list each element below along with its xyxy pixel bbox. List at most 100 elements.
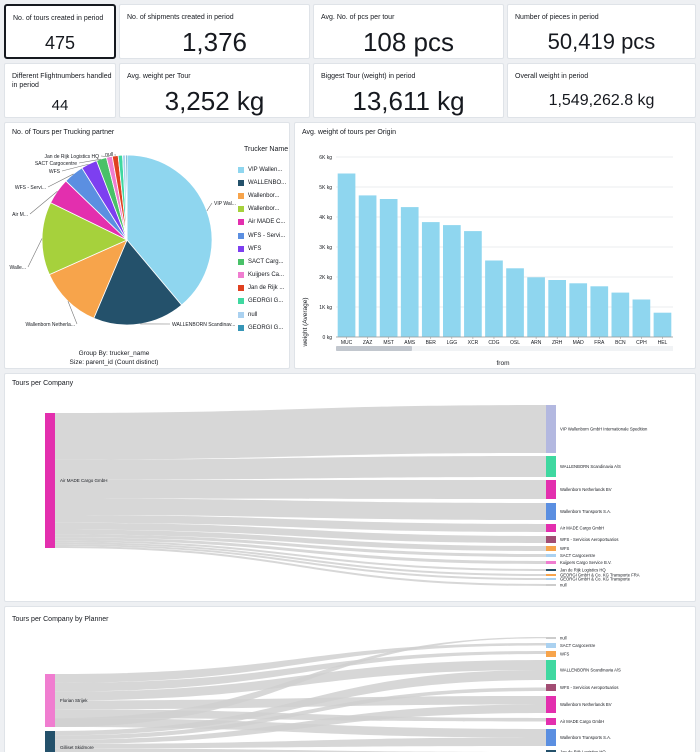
sankey-link[interactable] [55, 687, 546, 740]
bar-scrollbar-thumb[interactable] [336, 346, 412, 351]
sankey-link[interactable] [55, 456, 546, 481]
pie-panel[interactable]: No. of Tours per Trucking partner VIP Wa… [4, 122, 290, 369]
kpi-tours-card[interactable]: No. of tours created in period 475 [4, 4, 116, 59]
sankey-target-node[interactable] [546, 561, 556, 564]
kpi-avg-pcs-card[interactable]: Avg. No. of pcs per tour 108 pcs [313, 4, 504, 59]
sankey-target-node[interactable] [546, 456, 556, 477]
pie-chart[interactable]: VIP Wal... WALLENBORN Scandinav... Wallenb… [5, 123, 291, 370]
bar-scrollbar-track[interactable] [336, 346, 673, 351]
sankey-link[interactable] [55, 514, 546, 532]
sankey-company-panel[interactable]: Tours per Company Air MADE Cargo GmbH VIP… [4, 373, 696, 602]
bar-chart[interactable]: 0 kg 1K kg 2K kg 3K kg 4K kg 5K kg 6K kg MUC ZAZ… [295, 123, 697, 370]
pie-legend-item[interactable]: WALLENBO... [238, 176, 290, 189]
pie-legend-item[interactable]: GEORGI G... [238, 295, 290, 308]
sankey-link[interactable] [55, 546, 546, 586]
sankey-target-node[interactable] [546, 578, 556, 580]
sankey-link[interactable] [55, 737, 546, 749]
bar-y-tick-label: 5K kg [319, 185, 332, 191]
kpi-avg-weight-card[interactable]: Avg. weight per Tour 3,252 kg [119, 63, 310, 118]
kpi-biggest-tour-card[interactable]: Biggest Tour (weight) in period 13,611 k… [313, 63, 504, 118]
kpi-pieces-card[interactable]: Number of pieces in period 50,419 pcs [507, 4, 696, 59]
sankey-source-node[interactable] [45, 674, 55, 727]
sankey-target-node[interactable] [546, 660, 556, 680]
sankey-link[interactable] [55, 748, 546, 752]
bar-mark[interactable] [527, 277, 545, 337]
sankey-link[interactable] [55, 529, 546, 551]
bar-mark[interactable] [442, 225, 461, 337]
sankey-link[interactable] [55, 544, 546, 580]
sankey-link[interactable] [55, 534, 546, 557]
bar-mark[interactable] [379, 199, 398, 337]
sankey-link[interactable] [55, 643, 546, 683]
pie-legend-item[interactable]: Kuijpers Ca... [238, 269, 290, 282]
sankey-target-node[interactable] [546, 718, 556, 725]
pie-legend-item[interactable]: Wallenbor... [238, 203, 290, 216]
sankey-target-node[interactable] [546, 554, 556, 557]
bar-mark[interactable] [464, 231, 482, 337]
bar-mark[interactable] [421, 222, 440, 337]
sankey-target-node[interactable] [546, 524, 556, 532]
kpi-shipments-card[interactable]: No. of shipments created in period 1,376 [119, 4, 310, 59]
kpi-overall-weight-card[interactable]: Overall weight in period 1,549,262.8 kg [507, 63, 696, 118]
sankey-planner-chart[interactable]: Florian Strijek Gilliset Skidmore null SACT… [5, 607, 697, 752]
sankey-target-node[interactable] [546, 696, 556, 713]
pie-legend-item[interactable]: Air MADE C... [238, 216, 290, 229]
sankey-target-node[interactable] [546, 405, 556, 453]
pie-slice[interactable] [93, 239, 183, 326]
sankey-target-node[interactable] [546, 480, 556, 499]
sankey-source-node[interactable] [45, 731, 55, 752]
bar-mark[interactable] [632, 299, 651, 338]
bar-mark[interactable] [400, 207, 419, 337]
bar-mark[interactable] [337, 173, 356, 338]
bar-mark[interactable] [506, 268, 524, 337]
sankey-planner-panel[interactable]: Tours per Company by Planner Florian Str… [4, 606, 696, 752]
sankey-target-node[interactable] [546, 729, 556, 746]
pie-slice[interactable] [125, 154, 128, 241]
bar-mark[interactable] [358, 195, 377, 337]
sankey-target-node[interactable] [546, 503, 556, 520]
pie-legend-item[interactable]: WFS [238, 242, 290, 255]
sankey-link[interactable] [55, 522, 546, 543]
sankey-target-node[interactable] [546, 584, 556, 586]
sankey-source-label: Gilliset Skidmore [60, 745, 94, 750]
sankey-link[interactable] [55, 498, 546, 520]
pie-slice[interactable] [48, 239, 128, 319]
bar-mark[interactable] [548, 280, 567, 337]
bar-mark[interactable] [611, 292, 630, 337]
sankey-link[interactable] [55, 704, 546, 745]
sankey-target-node[interactable] [546, 574, 556, 576]
sankey-target-node[interactable] [546, 546, 556, 551]
bar-x-tick-label: XCR [468, 340, 479, 346]
bar-panel[interactable]: Avg. weight of tours per Origin 0 kg 1K k… [294, 122, 696, 369]
sankey-link[interactable] [55, 670, 546, 736]
sankey-source-node[interactable] [45, 413, 55, 548]
sankey-company-chart[interactable]: Air MADE Cargo GmbH VIP Wallenborn GmbH I… [5, 374, 697, 603]
pie-legend-item[interactable]: null [238, 308, 290, 321]
sankey-target-node[interactable] [546, 750, 556, 752]
pie-legend-item[interactable]: Wallenbor... [238, 189, 290, 202]
sankey-link[interactable] [55, 542, 546, 576]
sankey-target-node[interactable] [546, 637, 556, 639]
sankey-link[interactable] [55, 537, 546, 564]
pie-legend-item[interactable]: Jan de Rijk ... [238, 282, 290, 295]
bar-mark[interactable] [590, 286, 609, 337]
pie-legend-item[interactable]: GEORGI G... [238, 321, 290, 334]
sankey-target-node[interactable] [546, 536, 556, 543]
sankey-link[interactable] [55, 540, 546, 571]
bar-mark[interactable] [485, 260, 503, 338]
pie-legend-item[interactable]: SACT Carg... [238, 255, 290, 268]
sankey-target-node[interactable] [546, 643, 556, 648]
sankey-link[interactable] [55, 405, 546, 460]
pie-legend-item[interactable]: WFS - Servi... [238, 229, 290, 242]
kpi-flightnumbers-card[interactable]: Different Flightnumbers handled in perio… [4, 63, 116, 118]
bar-x-tick-label: FRA [594, 340, 605, 346]
bar-mark[interactable] [569, 283, 588, 337]
sankey-link[interactable] [55, 651, 546, 692]
pie-legend-item[interactable]: VIP Wallen... [238, 163, 290, 176]
sankey-link[interactable] [55, 480, 546, 499]
bar-mark[interactable] [653, 312, 672, 337]
sankey-target-node[interactable] [546, 569, 556, 571]
sankey-target-node[interactable] [546, 684, 556, 691]
sankey-link[interactable] [55, 637, 546, 727]
sankey-target-node[interactable] [546, 651, 556, 657]
